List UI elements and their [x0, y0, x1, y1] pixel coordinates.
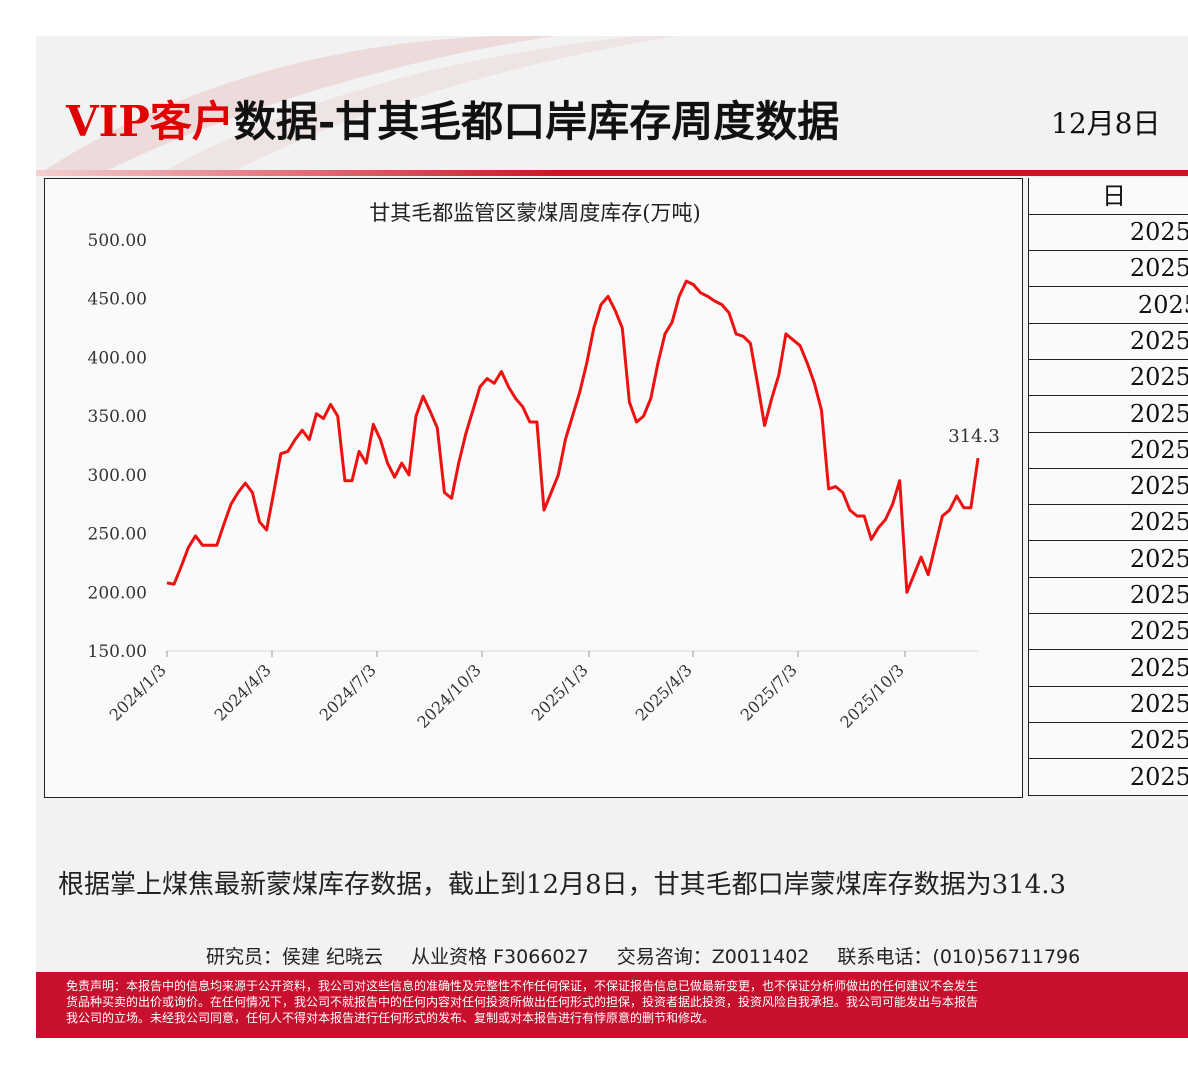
y-tick-label: 400.00: [88, 348, 147, 368]
y-tick-label: 250.00: [88, 525, 147, 545]
table-row: 2025/: [1029, 577, 1188, 614]
table-row: 2025/: [1029, 468, 1188, 506]
x-tick-label: 2024/4/3: [211, 660, 275, 724]
y-tick-label: 500.00: [88, 231, 147, 251]
inventory-line-chart: 甘其毛都监管区蒙煤周度库存(万吨) 500.00 450.00 400.00 350.…: [88, 201, 1000, 732]
decorative-swoosh: [36, 36, 676, 176]
table-row: 2025/: [1029, 650, 1188, 687]
y-tick-label: 150.00: [88, 642, 147, 662]
last-value-label: 314.3: [948, 426, 1000, 447]
y-tick-label: 300.00: [88, 466, 147, 486]
page-title: VIP客户数据-甘其毛都口岸库存周度数据: [66, 88, 839, 148]
x-tick-label: 2024/10/3: [413, 660, 484, 731]
phone: 联系电话：(010)56711796: [837, 946, 1081, 968]
table-row: 2025/: [1029, 359, 1188, 397]
x-tick-label: 2025/10/3: [836, 660, 907, 731]
y-tick-label: 200.00: [88, 583, 147, 603]
license: 从业资格 F3066027: [411, 946, 589, 968]
disclaimer-banner: 免责声明：本报告中的信息均来源于公开资料，我公司对这些信息的准确性及完整性不作任…: [36, 972, 1188, 1038]
disclaimer-line: 我公司的立场。未经我公司同意，任何人不得对本报告进行任何形式的发布、复制或对本报…: [66, 1011, 715, 1025]
report-slide: VIP客户数据-甘其毛都口岸库存周度数据 12月8日 甘其毛都监管区蒙煤周度库存…: [36, 36, 1188, 1038]
table-row: 2025/: [1029, 504, 1188, 542]
title-main: 数据-甘其毛都口岸库存周度数据: [233, 97, 840, 146]
y-tick-label: 350.00: [88, 407, 147, 427]
table-row: 2025/: [1029, 686, 1188, 723]
disclaimer-line: 免责声明：本报告中的信息均来源于公开资料，我公司对这些信息的准确性及完整性不作任…: [66, 979, 979, 993]
x-tick-label: 2024/1/3: [106, 660, 170, 724]
data-table: 日 2025/2025/20252025/2025/2025/2025/2025…: [1028, 178, 1188, 796]
title-date: 12月8日: [1051, 107, 1161, 140]
consult: 交易咨询：Z0011402: [616, 946, 810, 968]
table-row: 2025/: [1029, 214, 1188, 251]
table-row: 2025/: [1029, 323, 1188, 360]
contact-line: 研究员：侯建 纪晓云 从业资格 F3066027 交易咨询：Z0011402 联…: [206, 942, 1102, 969]
table-row: 2025/: [1029, 613, 1188, 651]
summary-text: 根据掌上煤焦最新蒙煤库存数据，截止到12月8日，甘其毛都口岸蒙煤库存数据为314…: [58, 870, 1067, 900]
table-row: 2025/: [1029, 541, 1188, 578]
table-row: 2025/: [1029, 759, 1188, 796]
x-tick-label: 2025/4/3: [632, 660, 696, 724]
x-tick-label: 2024/7/3: [316, 660, 380, 724]
disclaimer-line: 货品种买卖的出价或询价。在任何情况下，我公司不就报告中的任何内容对任何投资所做出…: [66, 995, 979, 1009]
table-row: 2025/: [1029, 396, 1188, 433]
title-vip: VIP客户: [66, 97, 234, 146]
x-tick-label: 2025/1/3: [528, 660, 592, 724]
table-row: 2025: [1029, 287, 1188, 324]
researcher: 研究员：侯建 纪晓云: [206, 946, 384, 968]
chart-title: 甘其毛都监管区蒙煤周度库存(万吨): [369, 201, 700, 225]
table-row: 2025/: [1029, 722, 1188, 760]
table-row: 2025/: [1029, 250, 1188, 288]
table-header: 日: [1029, 178, 1188, 215]
x-tick-label: 2025/7/3: [737, 660, 801, 724]
series-line: [166, 279, 980, 594]
header-divider: [36, 170, 1188, 176]
table-row: 2025/: [1029, 432, 1188, 469]
y-tick-label: 450.00: [88, 290, 147, 310]
chart-panel: 甘其毛都监管区蒙煤周度库存(万吨) 500.00 450.00 400.00 350.…: [44, 178, 1023, 798]
